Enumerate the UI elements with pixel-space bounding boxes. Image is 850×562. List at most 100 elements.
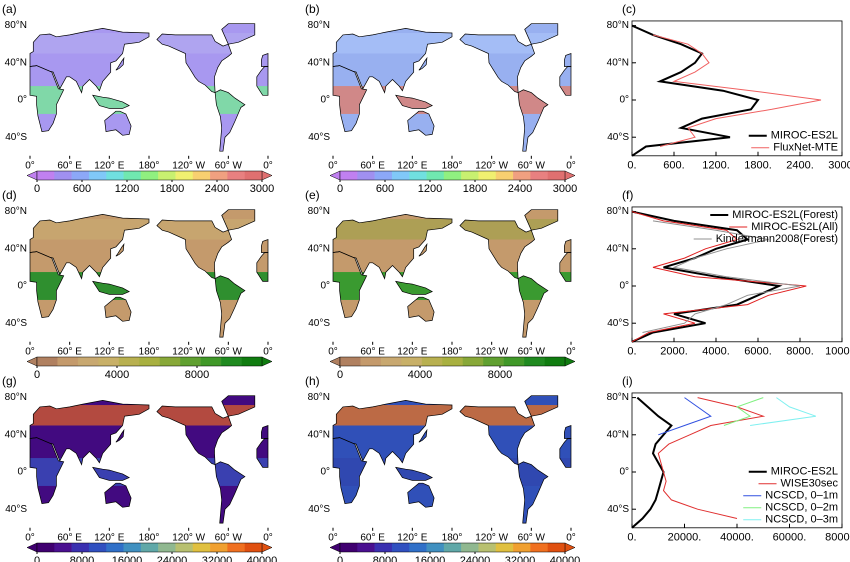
- y-tick-label: 40°N: [607, 243, 629, 254]
- map-field: [333, 209, 571, 338]
- colorbar-swatch: [106, 171, 124, 180]
- lon-tick-label: 60° W: [215, 160, 243, 171]
- panel-label: (b): [305, 2, 320, 16]
- colorbar-swatch: [118, 357, 140, 366]
- colorbar-swatch: [401, 357, 423, 366]
- lat-tick-label: 80°N: [5, 392, 27, 403]
- colorbar-swatch: [421, 357, 443, 366]
- colorbar-tick-label: 24000: [460, 555, 491, 562]
- coastline: [256, 252, 269, 282]
- coastline: [115, 56, 125, 71]
- lon-tick-label: 120° E: [94, 532, 124, 543]
- colorbar-tick-label: 0: [337, 369, 343, 381]
- lon-tick-label: 0°: [328, 532, 338, 543]
- colorbar-end: [564, 542, 576, 553]
- coastline: [29, 65, 65, 132]
- lat-tick-label: 40°N: [308, 243, 330, 254]
- lat-tick-label: 40°N: [5, 243, 27, 254]
- lon-tick-label: 120° W: [172, 160, 205, 171]
- coastline: [407, 110, 435, 136]
- colorbar-frame: [339, 542, 566, 553]
- coastline: [332, 214, 453, 280]
- colorbar-swatch: [241, 357, 263, 366]
- colorbar-tick-label: 1800: [160, 183, 184, 195]
- colorbar-frame: [339, 170, 566, 181]
- colorbar-swatch: [210, 543, 228, 552]
- legend-label: Kindermann2008(Forest): [716, 233, 838, 245]
- plot-frame: [631, 206, 843, 343]
- colorbar-swatch: [175, 543, 194, 552]
- panel-label: (i): [622, 374, 633, 388]
- coastline: [332, 251, 368, 318]
- coastline: [332, 437, 368, 504]
- colorbar-end: [329, 170, 341, 181]
- land-tropics: [333, 458, 571, 486]
- y-tick-label: 0°: [619, 95, 629, 106]
- colorbar-swatch: [530, 543, 548, 552]
- panel-label: (f): [622, 188, 633, 202]
- lon-tick-label: 120° E: [94, 160, 124, 171]
- lat-tick-label: 80°N: [5, 20, 27, 31]
- x-tick-label: 60000.: [773, 532, 807, 544]
- coastline: [92, 466, 130, 481]
- colorbar-swatch: [54, 543, 72, 552]
- profile-panel: (i) 80°N 40°N 0° 40°S 0. 20000. 40000. 60000. 800…: [607, 374, 850, 544]
- panel-label: (a): [2, 2, 17, 16]
- coastline: [104, 482, 132, 508]
- coastline: [92, 94, 130, 109]
- lat-tick-label: 80°N: [5, 206, 27, 217]
- map-panel: (h) 80°N 40°N 0° 40°S 0° 60° E 120° E 180° 120° W…: [305, 374, 580, 562]
- profile-line: [652, 34, 822, 147]
- legend-label: NCSCD, 0–1m: [765, 490, 838, 502]
- lon-tick-label: 180°: [442, 532, 463, 543]
- map-field: [30, 395, 268, 524]
- colorbar-swatch: [357, 171, 375, 180]
- lat-tick-label: 80°N: [308, 206, 330, 217]
- y-tick-label: 40°N: [607, 57, 629, 68]
- colorbar-swatch: [98, 357, 120, 366]
- colorbar-swatch: [54, 171, 72, 180]
- colorbar-tick-label: 600: [73, 183, 91, 195]
- profile-line: [750, 397, 816, 426]
- x-tick-label: 10000.: [825, 346, 850, 358]
- colorbar-swatch: [57, 357, 79, 366]
- lon-tick-label: 180°: [139, 532, 160, 543]
- coastline: [524, 209, 559, 231]
- lat-tick-label: 0°: [320, 281, 330, 292]
- colorbar-swatch: [180, 357, 201, 366]
- colorbar-swatch: [478, 543, 497, 552]
- colorbar-frame: [36, 542, 263, 553]
- colorbar-swatch: [158, 543, 176, 552]
- lon-tick-label: 0°: [566, 346, 576, 357]
- profile-panel: (c) 80°N 40°N 0° 40°S 0. 600. 1200. 1800. 2400. 30…: [607, 2, 850, 172]
- y-tick-label: 40°S: [607, 132, 629, 143]
- colorbar-swatch: [478, 171, 497, 180]
- colorbar-swatch: [123, 171, 142, 180]
- colorbar-swatch: [200, 357, 222, 366]
- colorbar-swatch: [513, 543, 531, 552]
- coastline: [115, 428, 125, 443]
- lat-tick-label: 40°N: [5, 429, 27, 440]
- lat-tick-label: 40°S: [5, 318, 27, 329]
- panel-label: (g): [2, 374, 17, 388]
- coastline: [29, 214, 150, 280]
- colorbar-tick-label: 0: [34, 369, 40, 381]
- coastline: [459, 219, 536, 280]
- coastline: [214, 89, 246, 152]
- colorbar-end: [26, 542, 38, 553]
- x-tick-label: 2000.: [660, 346, 688, 358]
- lon-tick-label: 180°: [139, 346, 160, 357]
- coastline: [407, 296, 435, 322]
- colorbar-swatch: [443, 543, 462, 552]
- colorbar-swatch: [380, 357, 402, 366]
- coastline: [332, 65, 368, 132]
- lon-tick-label: 0°: [566, 532, 576, 543]
- colorbar-tick-label: 40000: [247, 555, 278, 562]
- coastline: [29, 400, 150, 466]
- lat-tick-label: 0°: [320, 467, 330, 478]
- colorbar-swatch: [175, 171, 194, 180]
- coastline: [214, 461, 246, 524]
- colorbar-swatch: [461, 543, 479, 552]
- colorbar-tick-label: 8000: [70, 555, 94, 562]
- lat-tick-label: 40°S: [5, 132, 27, 143]
